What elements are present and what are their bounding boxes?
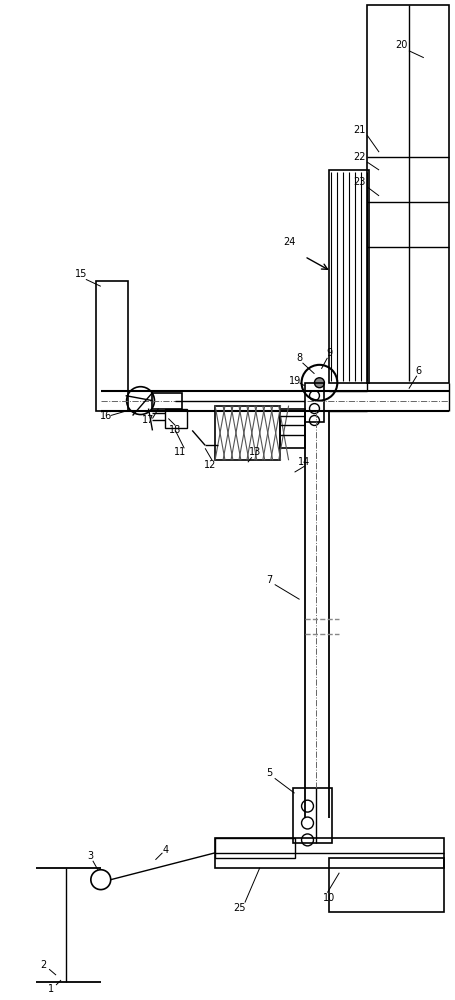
- Text: 20: 20: [395, 40, 407, 50]
- Text: 19: 19: [288, 376, 300, 386]
- Bar: [215, 838, 443, 868]
- Text: 10: 10: [323, 893, 335, 903]
- Bar: [329, 858, 443, 912]
- Bar: [215, 406, 279, 460]
- Text: 14: 14: [298, 457, 310, 467]
- Text: 18: 18: [169, 425, 181, 435]
- Text: 12: 12: [203, 460, 216, 470]
- Bar: [215, 838, 294, 858]
- Text: 11: 11: [174, 447, 186, 457]
- Text: 13: 13: [248, 447, 260, 457]
- Text: 25: 25: [233, 903, 246, 913]
- Circle shape: [314, 378, 324, 388]
- Bar: [366, 5, 448, 383]
- Text: 4: 4: [162, 845, 168, 855]
- Text: 22: 22: [352, 152, 364, 162]
- Text: 17: 17: [142, 415, 154, 425]
- Text: 24: 24: [283, 237, 295, 247]
- Text: 7: 7: [266, 575, 272, 585]
- Text: 23: 23: [352, 177, 364, 187]
- Text: 1: 1: [48, 984, 54, 994]
- Bar: [96, 281, 127, 411]
- Text: 5: 5: [266, 768, 272, 778]
- Bar: [279, 409, 304, 448]
- Bar: [329, 170, 369, 383]
- Text: 2: 2: [40, 960, 46, 970]
- Text: 16: 16: [99, 411, 111, 421]
- Text: 8: 8: [296, 353, 302, 363]
- Text: 9: 9: [326, 348, 332, 358]
- Text: 3: 3: [87, 851, 94, 861]
- Bar: [152, 393, 182, 409]
- Text: 6: 6: [415, 366, 421, 376]
- Text: 21: 21: [352, 125, 364, 135]
- Text: 15: 15: [75, 269, 87, 279]
- Bar: [304, 383, 324, 422]
- Bar: [165, 409, 187, 428]
- Bar: [292, 788, 332, 843]
